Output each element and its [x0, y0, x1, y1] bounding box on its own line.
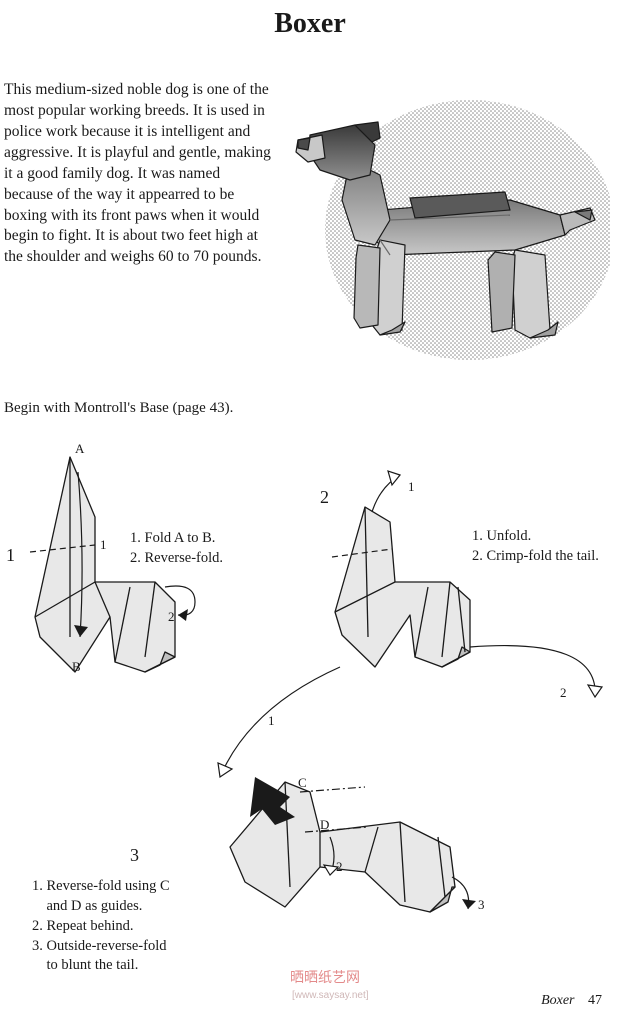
step-3-label-2: 2 [336, 859, 343, 875]
step-2-label-2: 2 [560, 685, 567, 701]
intro-section: This medium-sized noble dog is one of th… [0, 80, 620, 370]
page-title: Boxer [0, 8, 620, 40]
step-1-number: 1 [6, 545, 15, 566]
step-2-line-1: 1. Unfold. [472, 527, 599, 546]
step-2-line-2: 2. Crimp-fold the tail. [472, 547, 599, 566]
step-2-number: 2 [320, 487, 329, 508]
diagrams-area: 1 A B 1 2 1. Fold A to B. 2. Reverse-fol… [0, 437, 620, 977]
step-1-line-2: 2. Reverse-fold. [130, 549, 223, 568]
step-1-label-2: 2 [168, 609, 175, 625]
footer-page-number: 47 [588, 993, 602, 1008]
hero-origami-illustration [280, 80, 610, 370]
step-1-line-1: 1. Fold A to B. [130, 529, 223, 548]
sweep-label-1: 1 [268, 713, 275, 729]
begin-instruction: Begin with Montroll's Base (page 43). [0, 400, 620, 417]
step-3-line-5: to blunt the tail. [32, 956, 170, 975]
step-3-line-1: 1. Reverse-fold using C [32, 877, 170, 896]
intro-text: This medium-sized noble dog is one of th… [4, 80, 280, 370]
step-3-diagram [200, 737, 490, 957]
step-3-line-3: 2. Repeat behind. [32, 917, 170, 936]
step-3-instructions: 1. Reverse-fold using C and D as guides.… [32, 877, 170, 976]
step-1-label-B: B [72, 659, 81, 675]
step-3-label-3: 3 [478, 897, 485, 913]
step-1-label-1: 1 [100, 537, 107, 553]
step-2-label-1: 1 [408, 479, 415, 495]
step-3-line-2: and D as guides. [32, 897, 170, 916]
step-1-label-A: A [75, 441, 84, 457]
step-3-number: 3 [130, 845, 139, 866]
step-3-line-4: 3. Outside-reverse-fold [32, 937, 170, 956]
step-2-instructions: 1. Unfold. 2. Crimp-fold the tail. [472, 527, 599, 567]
footer-name: Boxer [541, 993, 574, 1008]
step-3-label-C: C [298, 775, 307, 791]
step-1-instructions: 1. Fold A to B. 2. Reverse-fold. [130, 529, 223, 569]
watermark-main: 晒晒纸艺网 [290, 967, 360, 987]
step-3-label-D: D [320, 817, 329, 833]
watermark-sub: [www.saysay.net] [292, 990, 369, 1001]
